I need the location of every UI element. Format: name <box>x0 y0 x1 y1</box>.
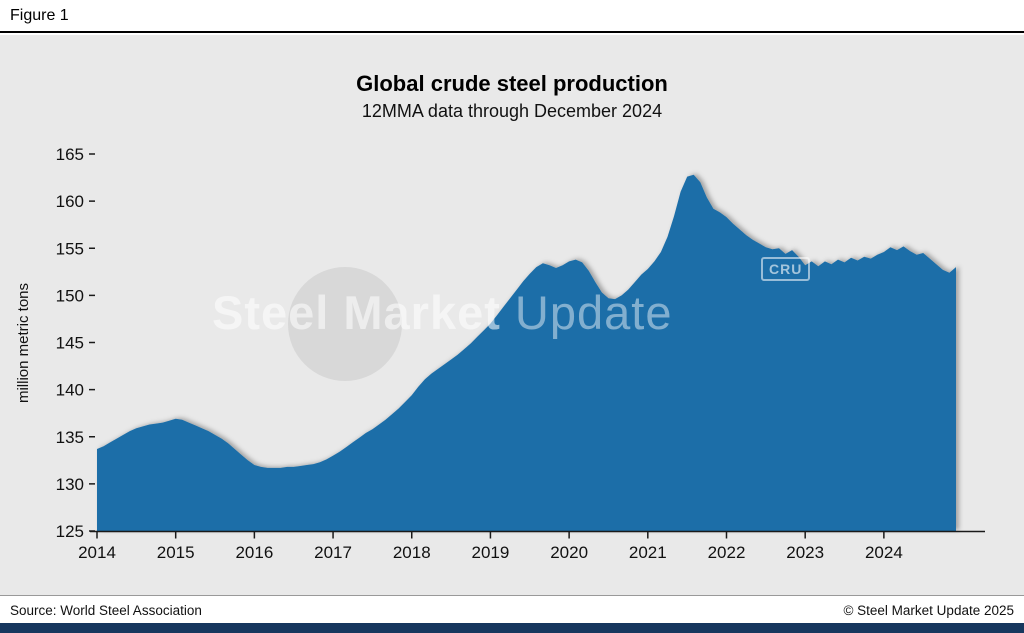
svg-text:2016: 2016 <box>235 543 273 562</box>
svg-text:130: 130 <box>56 475 84 494</box>
svg-text:2017: 2017 <box>314 543 352 562</box>
chart-subtitle: 12MMA data through December 2024 <box>361 101 663 121</box>
svg-text:2024: 2024 <box>865 543 903 562</box>
figure-header: Figure 1 <box>0 0 1024 33</box>
svg-text:2019: 2019 <box>472 543 510 562</box>
svg-text:2015: 2015 <box>157 543 195 562</box>
svg-text:million metric tons: million metric tons <box>15 283 32 403</box>
svg-text:2023: 2023 <box>786 543 824 562</box>
svg-text:140: 140 <box>56 381 84 400</box>
copyright-note: © Steel Market Update 2025 <box>843 603 1014 618</box>
svg-text:145: 145 <box>56 334 84 353</box>
svg-text:2021: 2021 <box>629 543 667 562</box>
svg-text:155: 155 <box>56 239 84 258</box>
area-chart: 2014 2015 2016 2017 2018 2019 2020 2021 2022 2023… <box>15 145 985 562</box>
svg-text:2022: 2022 <box>708 543 746 562</box>
svg-text:165: 165 <box>56 145 84 164</box>
svg-text:2014: 2014 <box>78 543 116 562</box>
chart-title: Global crude steel production <box>356 71 668 96</box>
svg-text:160: 160 <box>56 192 84 211</box>
watermark-circle-logo <box>288 267 402 381</box>
source-note: Source: World Steel Association <box>10 603 202 618</box>
svg-text:2018: 2018 <box>393 543 431 562</box>
svg-text:150: 150 <box>56 286 84 305</box>
cru-watermark: CRU <box>761 257 811 281</box>
svg-text:135: 135 <box>56 428 84 447</box>
chart-area: Global crude steel production 12MMA data… <box>0 35 1024 595</box>
brand-bar <box>0 623 1024 633</box>
svg-text:2020: 2020 <box>550 543 588 562</box>
svg-text:125: 125 <box>56 522 84 541</box>
figure-footer: Source: World Steel Association © Steel … <box>0 595 1024 623</box>
figure-label: Figure 1 <box>10 7 69 24</box>
